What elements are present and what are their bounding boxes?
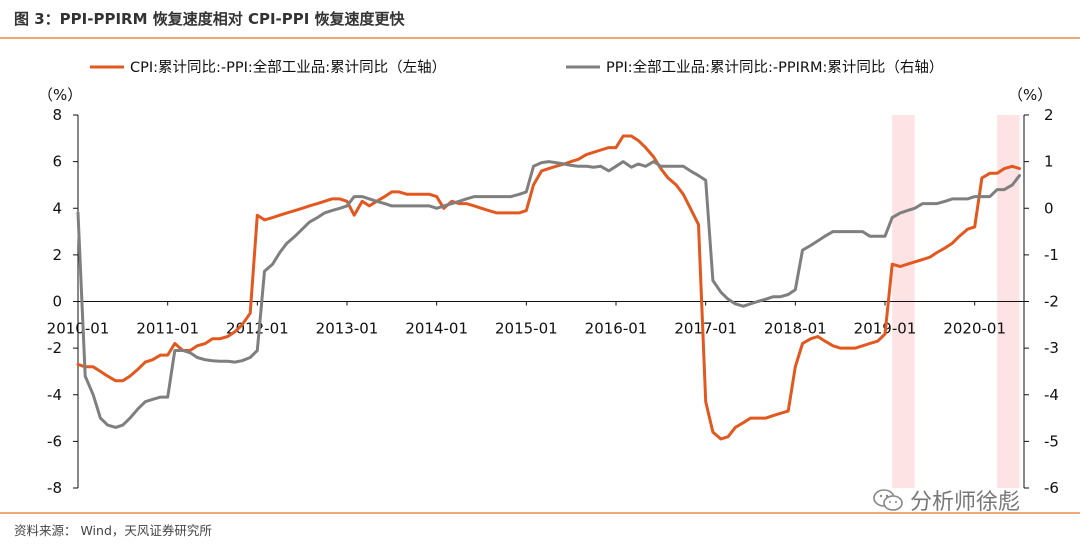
right-tick-label: 2	[1044, 106, 1054, 124]
bottom-rule	[0, 512, 1080, 514]
x-tick-label: 2020-01	[943, 320, 1006, 338]
right-tick-label: -4	[1044, 386, 1059, 404]
left-tick-label: -8	[47, 479, 62, 497]
line-chart: 8 6 4 2 0 -2 -4 -6 -8 2 1 0 -1 -2 -3 -4 -5 -6 2010-01 201…	[38, 58, 1059, 497]
top-rule	[0, 37, 1080, 39]
right-tick-label: -5	[1044, 432, 1059, 450]
series-lines	[76, 134, 1021, 441]
x-tick-label: 2011-01	[136, 320, 199, 338]
x-tick-label: 2014-01	[405, 320, 468, 338]
right-axis-unit: （%）	[1008, 86, 1052, 104]
left-tick-label: 2	[52, 246, 62, 264]
wechat-icon	[873, 489, 903, 511]
left-tick-label: 4	[52, 199, 62, 217]
right-tick-label: -6	[1044, 479, 1059, 497]
right-tick-label: -2	[1044, 293, 1059, 311]
left-axis-ticks: 8 6 4 2 0 -2 -4 -6 -8	[47, 106, 78, 497]
legend-label-left: CPI:累计同比:-PPI:全部工业品:累计同比（左轴）	[130, 58, 446, 76]
left-tick-label: 8	[52, 106, 62, 124]
right-tick-label: -1	[1044, 246, 1059, 264]
series-line-right	[76, 160, 1021, 429]
right-tick-label: 0	[1044, 199, 1054, 217]
source-note: 资料来源： Wind，天风证券研究所	[14, 523, 212, 538]
legend: CPI:累计同比:-PPI:全部工业品:累计同比（左轴） PPI:全部工业品:累…	[90, 58, 943, 76]
series-line-left	[76, 134, 1021, 441]
x-tick-label: 2013-01	[316, 320, 379, 338]
right-tick-label: -3	[1044, 339, 1059, 357]
watermark: 分析师徐彪	[872, 484, 1020, 516]
left-axis-unit: （%）	[38, 86, 82, 104]
left-tick-label: -4	[47, 386, 62, 404]
watermark-text: 分析师徐彪	[910, 490, 1021, 515]
left-tick-label: -2	[47, 339, 62, 357]
right-axis-ticks: 2 1 0 -1 -2 -3 -4 -5 -6	[1024, 106, 1059, 497]
x-tick-label: 2018-01	[764, 320, 827, 338]
left-tick-label: -6	[47, 432, 62, 450]
right-tick-label: 1	[1044, 153, 1054, 171]
x-tick-label: 2015-01	[495, 320, 558, 338]
x-tick-label: 2010-01	[47, 320, 110, 338]
x-tick-label: 2016-01	[585, 320, 648, 338]
figure-title: 图 3：PPI-PPIRM 恢复速度相对 CPI-PPI 恢复速度更快	[14, 10, 405, 28]
x-tick-label: 2017-01	[674, 320, 737, 338]
legend-label-right: PPI:全部工业品:累计同比:-PPIRM:累计同比（右轴）	[606, 58, 943, 76]
left-tick-label: 0	[52, 293, 62, 311]
left-tick-label: 6	[52, 153, 62, 171]
x-axis-ticks: 2010-01 2011-01 2012-01 2013-01 2014-01 2015-…	[47, 301, 1006, 338]
